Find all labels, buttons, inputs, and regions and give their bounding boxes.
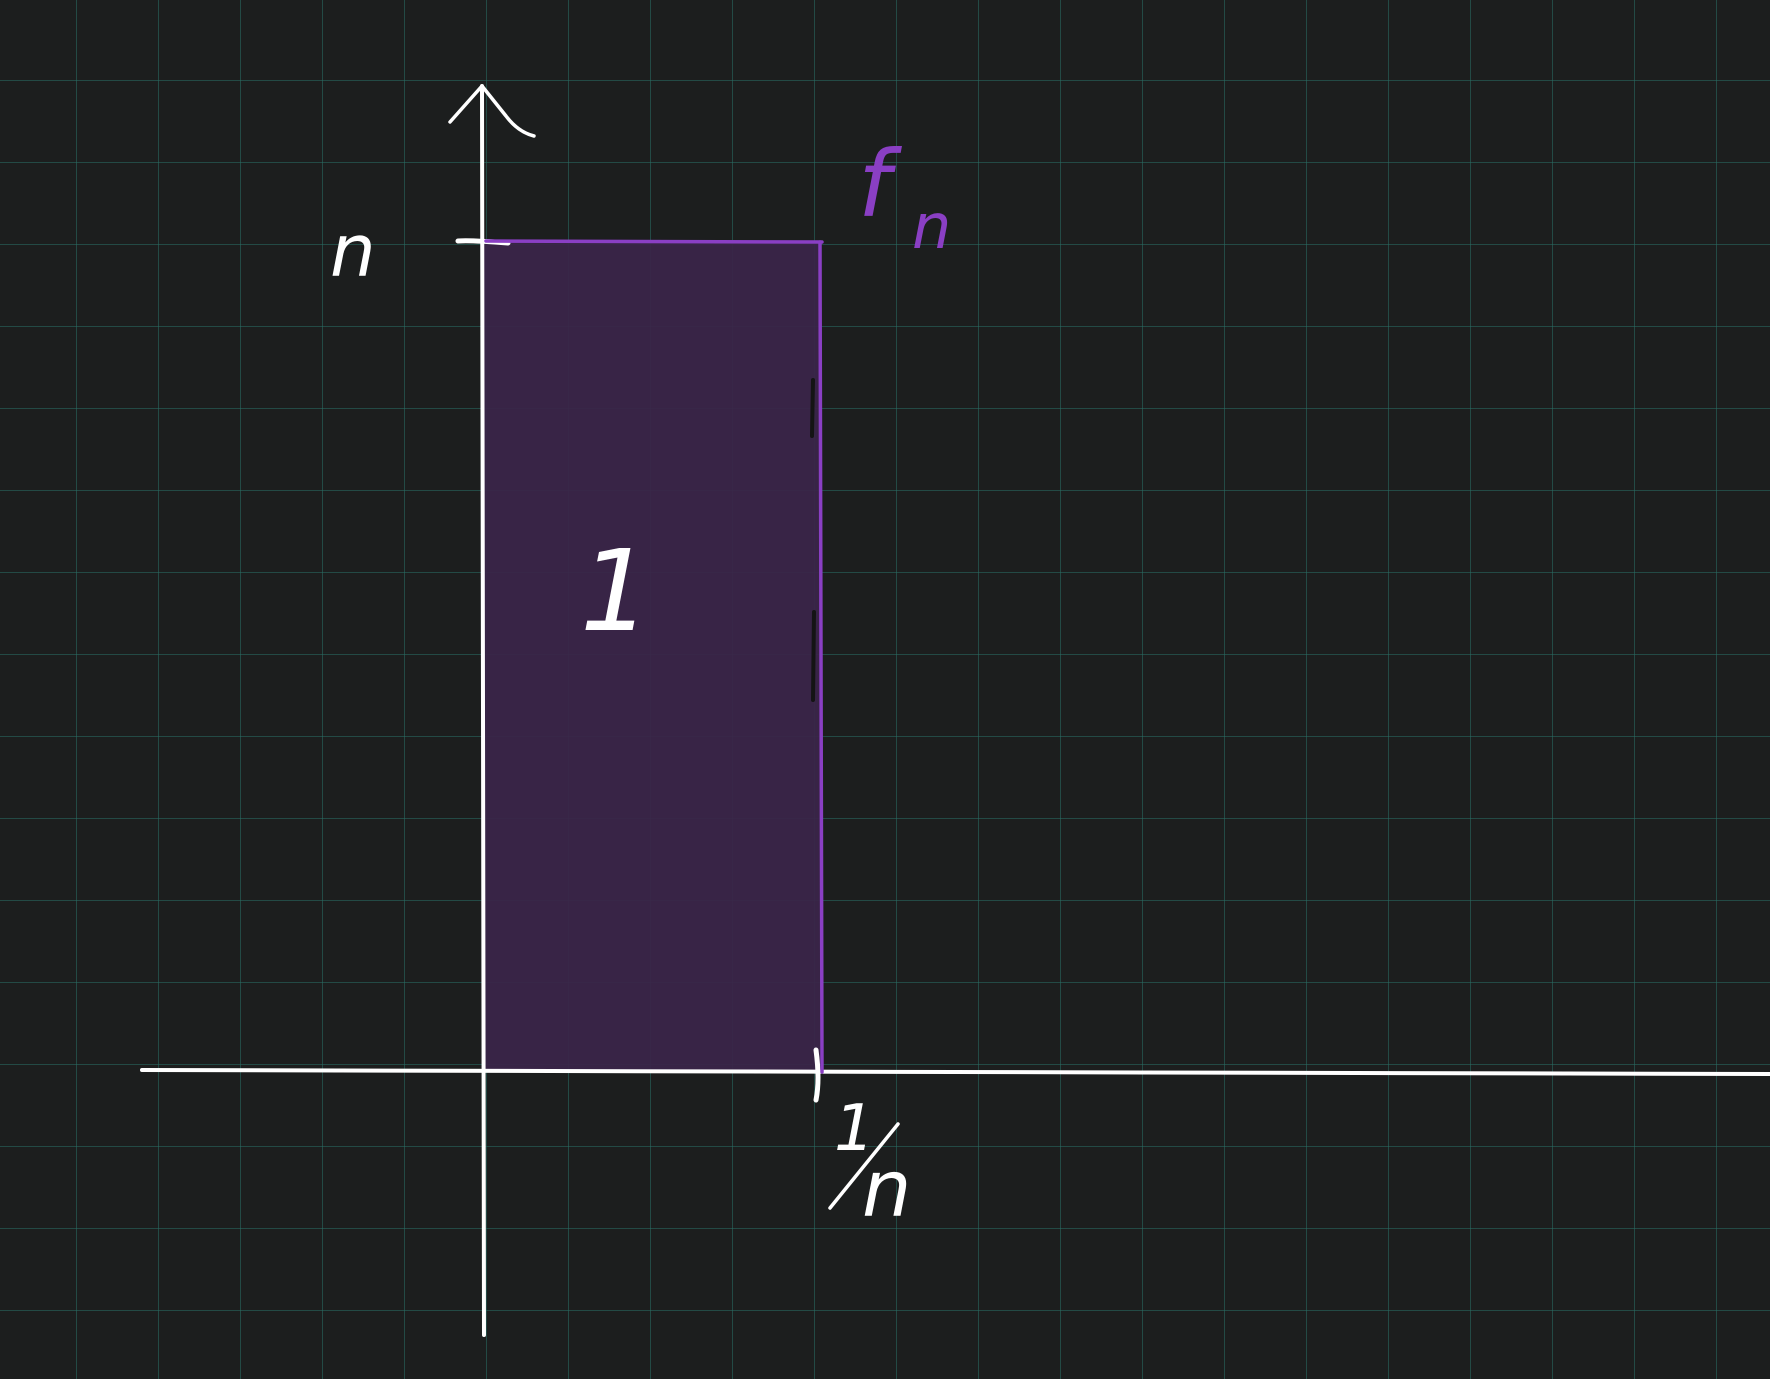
x-tick-mark xyxy=(813,1047,821,1103)
y-axis-arrow-icon xyxy=(448,84,536,138)
y-tick-label: n xyxy=(330,209,376,293)
area-label: 1 xyxy=(580,527,651,657)
x-tick-numerator: 1 xyxy=(834,1092,875,1166)
function-top-edge xyxy=(484,239,824,244)
edge-scratch-marks xyxy=(810,378,816,702)
function-subscript: n xyxy=(912,190,951,263)
function-right-edge xyxy=(818,240,824,1074)
x-axis xyxy=(140,1068,1770,1076)
area-under-curve xyxy=(484,241,820,1072)
x-tick-fraction-slash xyxy=(828,1122,900,1210)
y-axis xyxy=(480,84,486,1337)
x-tick-denominator: n xyxy=(862,1145,911,1235)
x-tick-label: 1 n xyxy=(828,1092,911,1235)
function-label: f xyxy=(858,131,902,238)
